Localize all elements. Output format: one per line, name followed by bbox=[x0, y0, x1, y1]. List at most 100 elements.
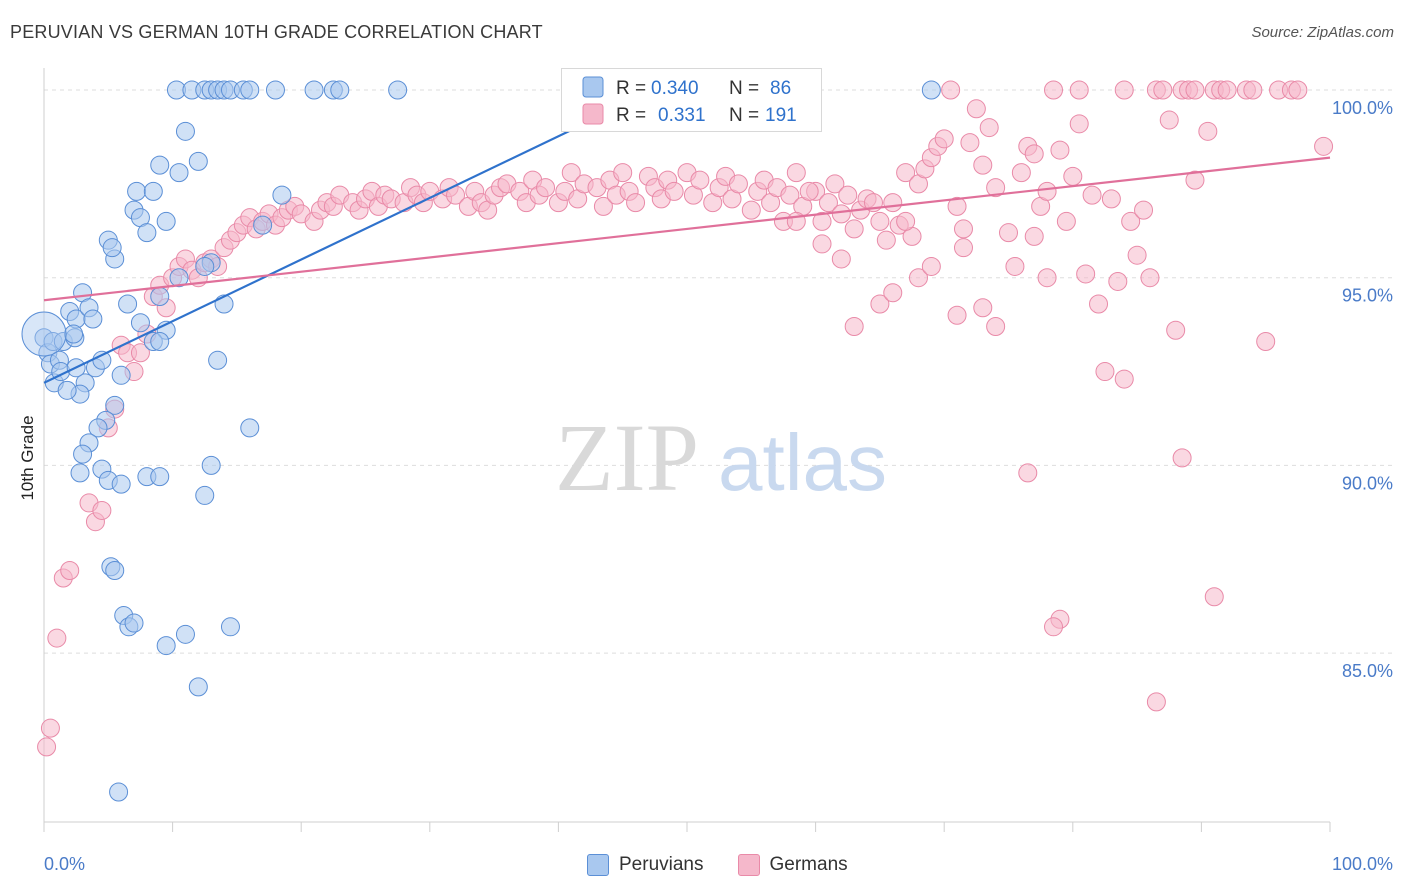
german-point bbox=[1076, 264, 1096, 284]
german-point bbox=[1082, 185, 1102, 205]
german-point bbox=[838, 185, 858, 205]
german-point bbox=[1005, 256, 1025, 276]
peruvian-point bbox=[330, 80, 350, 100]
german-point bbox=[1140, 268, 1160, 288]
german-point bbox=[973, 155, 993, 175]
german-point bbox=[1153, 80, 1173, 100]
german-point bbox=[1101, 189, 1121, 209]
axes bbox=[43, 68, 1331, 832]
peruvian-point bbox=[169, 268, 189, 288]
german-point bbox=[1217, 80, 1237, 100]
german-point bbox=[690, 170, 710, 190]
y-tick-label: 100.0% bbox=[1332, 98, 1393, 118]
legend-n-value-peruvians: 86 bbox=[770, 78, 791, 99]
german-point bbox=[934, 129, 954, 149]
german-point bbox=[1204, 587, 1224, 607]
peruvian-point bbox=[188, 151, 208, 171]
peruvians-swatch bbox=[587, 854, 609, 876]
peruvian-point bbox=[195, 256, 215, 276]
german-point bbox=[941, 80, 961, 100]
correlation-legend: R = 0.340 N = 86 R = 0.331 N = 191 bbox=[561, 68, 822, 132]
trend-lines bbox=[43, 89, 1331, 384]
german-point bbox=[947, 305, 967, 325]
german-point bbox=[1198, 121, 1218, 141]
peruvians-trend-line bbox=[43, 89, 656, 384]
germans-swatch bbox=[737, 854, 760, 876]
german-point bbox=[1114, 369, 1134, 389]
peruvian-point bbox=[175, 121, 195, 141]
german-point bbox=[825, 174, 845, 194]
peruvian-point bbox=[150, 286, 170, 306]
peruvian-point bbox=[21, 311, 67, 357]
peruvian-point bbox=[156, 211, 176, 231]
watermark-atlas: atlas bbox=[718, 418, 887, 507]
y-axis-title: 10th Grade bbox=[18, 415, 37, 500]
germans-label: Germans bbox=[769, 854, 848, 875]
peruvian-point bbox=[127, 181, 147, 201]
german-point bbox=[1050, 140, 1070, 160]
scatter-points bbox=[21, 80, 1334, 802]
peruvian-point bbox=[150, 155, 170, 175]
german-point bbox=[613, 163, 633, 183]
german-point bbox=[1159, 110, 1179, 130]
german-point bbox=[953, 238, 973, 258]
german-point bbox=[1146, 692, 1166, 712]
german-point bbox=[876, 230, 896, 250]
german-point bbox=[812, 234, 832, 254]
y-tick-label: 90.0% bbox=[1342, 473, 1393, 493]
peruvian-point bbox=[253, 215, 273, 235]
germans-trend-line bbox=[43, 156, 1331, 302]
peruvian-point bbox=[57, 380, 77, 400]
german-point bbox=[1069, 80, 1089, 100]
peruvian-point bbox=[64, 324, 84, 344]
german-point bbox=[780, 185, 800, 205]
peruvian-point bbox=[105, 561, 125, 581]
german-point bbox=[536, 178, 556, 198]
german-point bbox=[741, 200, 761, 220]
series-legend: Peruvians Germans bbox=[587, 852, 848, 878]
german-point bbox=[1095, 362, 1115, 382]
x-tick-label-max: 100.0% bbox=[1332, 854, 1393, 874]
german-point bbox=[979, 118, 999, 138]
peruvian-point bbox=[111, 474, 131, 494]
peruvian-point bbox=[83, 309, 103, 329]
legend-n-label-germans: N = bbox=[729, 105, 759, 126]
german-point bbox=[883, 283, 903, 303]
german-point bbox=[1011, 163, 1031, 183]
peruvian-point bbox=[150, 332, 170, 352]
peruvian-point bbox=[240, 80, 260, 100]
german-point bbox=[728, 174, 748, 194]
german-point bbox=[1166, 320, 1186, 340]
peruvian-point bbox=[201, 455, 221, 475]
peruvian-point bbox=[188, 677, 208, 697]
x-tick-label-min: 0.0% bbox=[44, 854, 85, 874]
german-point bbox=[1288, 80, 1308, 100]
german-point bbox=[1037, 181, 1057, 201]
german-point bbox=[870, 211, 890, 231]
german-point bbox=[92, 500, 112, 520]
legend-r-value-peruvians: 0.340 bbox=[651, 78, 699, 99]
german-point bbox=[908, 268, 928, 288]
german-point bbox=[1134, 200, 1154, 220]
german-point bbox=[1044, 617, 1064, 637]
peruvian-point bbox=[137, 223, 157, 243]
german-point bbox=[786, 163, 806, 183]
german-point bbox=[844, 317, 864, 337]
german-point bbox=[1069, 114, 1089, 134]
y-tick-label: 85.0% bbox=[1342, 661, 1393, 681]
german-point bbox=[870, 294, 890, 314]
german-point bbox=[593, 196, 613, 216]
german-point bbox=[1044, 80, 1064, 100]
peruvian-point bbox=[921, 80, 941, 100]
german-point bbox=[1256, 332, 1276, 352]
peruvian-point bbox=[240, 418, 260, 438]
axis-labels: 85.0% 90.0% 95.0% 100.0% 0.0% 100.0% bbox=[44, 98, 1393, 874]
peruvian-point bbox=[265, 80, 285, 100]
peruvian-point bbox=[220, 617, 240, 637]
german-point bbox=[40, 718, 60, 738]
german-point bbox=[664, 181, 684, 201]
source-label: Source: ZipAtlas.com bbox=[1251, 24, 1394, 41]
peruvian-point bbox=[175, 624, 195, 644]
peruvian-point bbox=[195, 485, 215, 505]
